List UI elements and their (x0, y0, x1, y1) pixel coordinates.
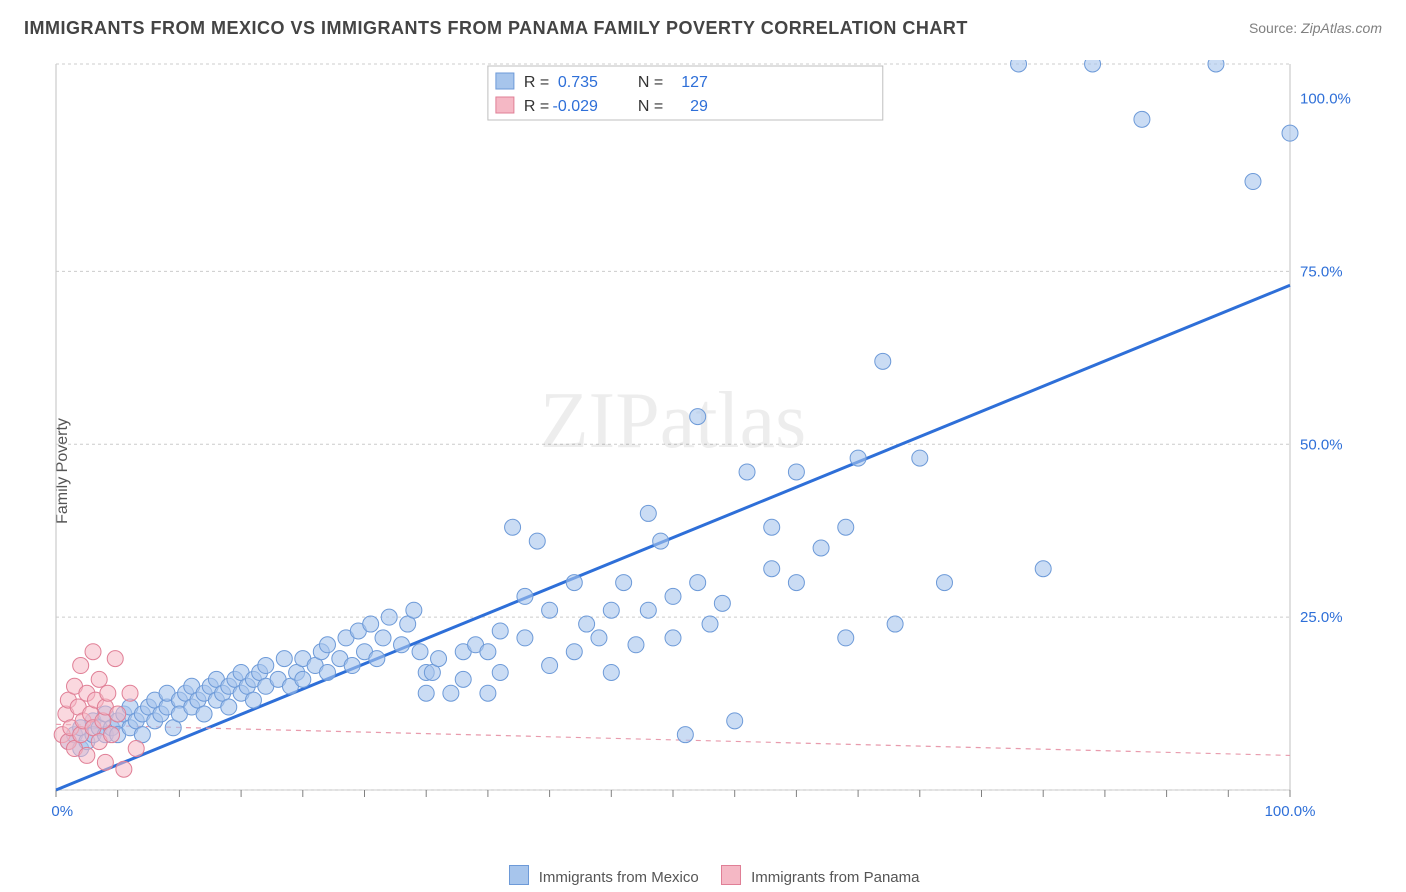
source-label: Source: (1249, 20, 1301, 36)
svg-text:N =: N = (638, 98, 663, 115)
svg-text:R =: R = (524, 98, 549, 115)
svg-text:75.0%: 75.0% (1300, 263, 1343, 280)
svg-text:R =: R = (524, 74, 549, 91)
series-legend: Immigrants from Mexico Immigrants from P… (50, 865, 1360, 886)
svg-text:100.0%: 100.0% (1265, 803, 1316, 820)
scatter-plot: 25.0% 50.0% 75.0% 100.0% 0.0% 100.0% ZIPatlas R… (50, 60, 1360, 840)
svg-text:0.0%: 0.0% (50, 803, 73, 820)
legend-swatch-mexico (509, 865, 529, 885)
svg-text:-0.029: -0.029 (553, 98, 598, 115)
svg-text:ZIPatlas: ZIPatlas (540, 377, 807, 465)
chart-area: Family Poverty 25.0%50.0%75.0%100.0%0.0%… (0, 50, 1406, 892)
svg-text:N =: N = (638, 74, 663, 91)
source-attribution: Source: ZipAtlas.com (1249, 20, 1382, 36)
svg-text:127: 127 (681, 74, 708, 91)
svg-text:100.0%: 100.0% (1300, 91, 1351, 108)
svg-text:0.735: 0.735 (558, 74, 598, 91)
svg-text:50.0%: 50.0% (1300, 436, 1343, 453)
chart-title: IMMIGRANTS FROM MEXICO VS IMMIGRANTS FRO… (24, 18, 968, 38)
legend-label-mexico: Immigrants from Mexico (539, 869, 699, 886)
header: IMMIGRANTS FROM MEXICO VS IMMIGRANTS FRO… (24, 18, 1382, 48)
svg-text:29: 29 (690, 98, 708, 115)
legend-swatch-panama (721, 865, 741, 885)
source-value: ZipAtlas.com (1301, 20, 1382, 36)
svg-text:25.0%: 25.0% (1300, 609, 1343, 626)
legend-label-panama: Immigrants from Panama (751, 869, 919, 886)
